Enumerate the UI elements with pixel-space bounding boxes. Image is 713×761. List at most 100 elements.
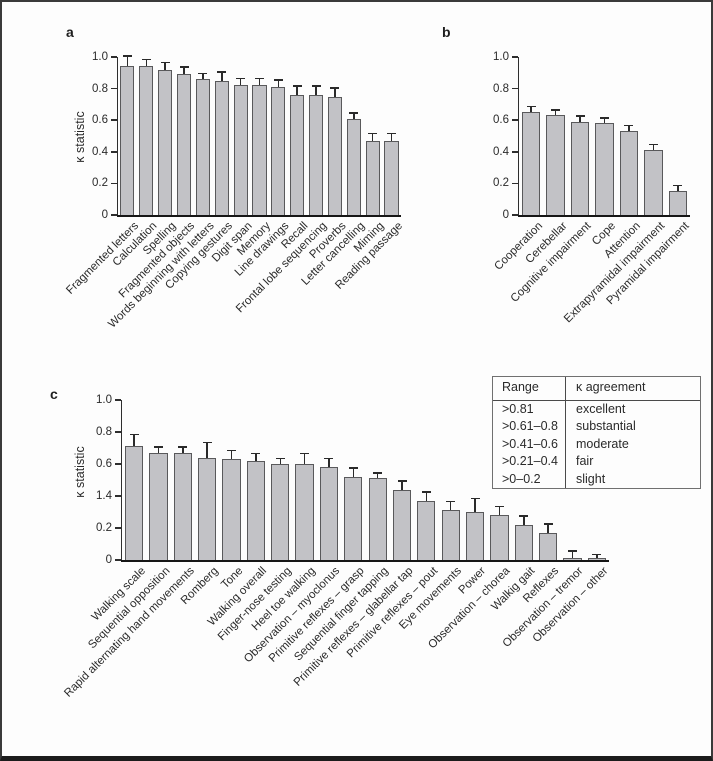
bar	[176, 74, 192, 215]
error-bar-cap	[446, 500, 456, 503]
error-bar-cap	[600, 117, 609, 119]
error-bar-cap	[251, 452, 261, 455]
legend-range-value: >0.61–0.8	[502, 419, 558, 433]
y-tick	[111, 119, 117, 121]
error-bar	[239, 77, 242, 86]
error-bar	[145, 58, 148, 67]
error-bar	[296, 85, 298, 95]
y-tick	[111, 151, 117, 153]
bar	[365, 140, 380, 215]
error-bar	[474, 497, 476, 512]
legend-range-value: >0.41–0.6	[502, 436, 558, 451]
y-tick-label: 0.6	[92, 113, 108, 126]
error-bar-cap	[227, 449, 237, 452]
y-tick	[111, 182, 117, 185]
bar	[295, 464, 314, 560]
error-bar-cap	[592, 553, 602, 556]
bar	[538, 532, 558, 560]
error-bar	[390, 132, 393, 141]
y-tick-label: 1.4	[96, 489, 112, 502]
legend-agreement-value: substantial	[565, 418, 700, 436]
y-tick-label: 0	[502, 208, 509, 221]
error-bar-cap	[217, 71, 227, 73]
error-bar	[221, 71, 223, 81]
error-bar	[498, 505, 501, 516]
panel-label-a: a	[66, 24, 74, 40]
legend-agreement-value: fair	[565, 453, 700, 471]
bar	[319, 467, 339, 560]
error-bar	[401, 480, 403, 490]
kappa-agreement-legend-table: Range κ agreement >0.81 excellent >0.61–0.…	[492, 376, 701, 489]
bar	[120, 66, 135, 215]
error-bar	[255, 452, 257, 461]
error-bar-cap	[273, 79, 283, 81]
error-bar-cap	[154, 446, 164, 448]
bar	[252, 85, 267, 215]
y-tick-label: 0.8	[493, 82, 509, 95]
error-bar	[596, 553, 598, 559]
error-bar	[164, 61, 166, 70]
error-bar	[530, 106, 532, 113]
y-tick	[111, 87, 117, 90]
error-bar-cap	[179, 66, 189, 68]
legend-agreement-value: moderate	[565, 435, 700, 453]
error-bar	[303, 452, 306, 464]
y-tick	[512, 151, 518, 153]
error-bar	[133, 433, 135, 447]
error-bar	[328, 457, 330, 468]
bar	[344, 476, 363, 560]
bar	[195, 79, 210, 215]
error-bar	[554, 109, 557, 116]
bar	[644, 150, 663, 215]
y-tick	[512, 56, 518, 58]
error-bar-cap	[348, 467, 358, 469]
error-bar-cap	[300, 452, 310, 455]
bar	[392, 489, 412, 560]
bar	[327, 96, 343, 215]
bar	[619, 131, 639, 215]
y-tick-label: 0.2	[493, 177, 509, 190]
error-bar-cap	[567, 550, 577, 552]
error-bar-cap	[236, 77, 246, 80]
error-bar-cap	[543, 523, 553, 525]
error-bar-cap	[349, 112, 359, 114]
y-tick	[512, 87, 518, 90]
error-bar-cap	[648, 143, 658, 146]
bar-chart-panel-c: 1.0 0.8 0.6 1.4 0.2 0 Walking scale Sequential …	[62, 394, 611, 700]
bar	[158, 69, 173, 215]
bar	[198, 457, 217, 560]
bar	[546, 115, 565, 215]
error-bar-cap	[397, 480, 407, 482]
bar	[570, 121, 590, 215]
error-bar	[334, 87, 336, 97]
bar	[522, 112, 541, 215]
y-tick	[512, 119, 518, 121]
error-bar	[371, 132, 374, 141]
error-bar-cap	[330, 87, 340, 89]
error-bar	[571, 550, 574, 559]
panel-label-c: c	[50, 386, 58, 402]
error-bar-cap	[526, 105, 536, 108]
error-bar	[579, 115, 581, 122]
error-bar	[652, 143, 655, 151]
error-bar	[157, 446, 160, 453]
bar-chart-panel-b: 1.0 0.8 0.6 0.4 0.2 0 Cooperation Cerebellar Cog…	[492, 51, 691, 325]
y-tick	[115, 399, 121, 401]
error-bar	[230, 449, 233, 460]
error-bar	[352, 467, 355, 477]
error-bar-cap	[324, 457, 334, 460]
error-bar-cap	[373, 472, 383, 474]
y-tick	[115, 527, 121, 529]
bar	[222, 459, 241, 560]
error-bar	[315, 85, 317, 95]
y-tick-label: 0	[105, 553, 112, 566]
bar	[214, 80, 229, 215]
error-bar-cap	[673, 184, 683, 187]
y-tick	[115, 431, 121, 433]
y-tick	[115, 463, 121, 465]
y-tick	[512, 214, 518, 216]
error-bar	[376, 472, 379, 479]
y-tick-label: 1.0	[493, 50, 509, 63]
legend-range-value: >0.21–0.4	[502, 454, 558, 468]
legend-range-value: >0.81	[502, 401, 534, 416]
